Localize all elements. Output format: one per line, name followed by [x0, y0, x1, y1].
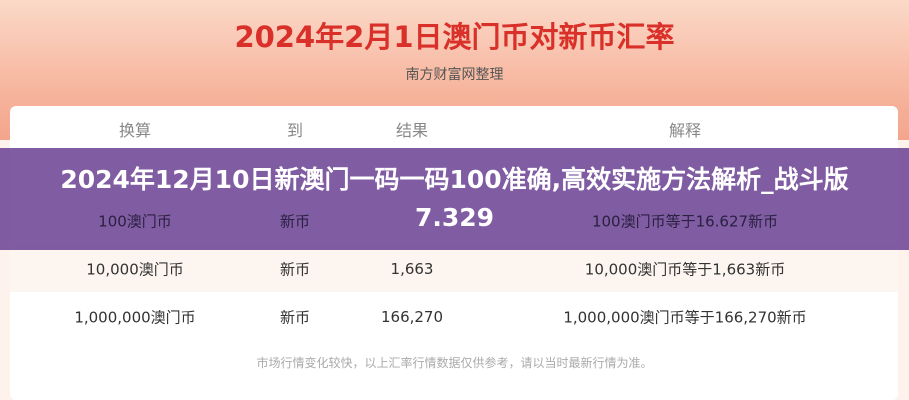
image-subtitle: 南方财富网整理: [405, 67, 504, 83]
cell: 100澳门币: [98, 212, 172, 231]
table-row: 1,000,000澳门币 新币 166,270 1,000,000澳门币等于16…: [10, 294, 898, 340]
column-header: 换算: [118, 121, 152, 140]
table-header: 换算 到 结果 解释: [10, 106, 898, 152]
image-title: 2024年2月1日澳门币对新币汇率: [234, 20, 675, 54]
cell: 10,000澳门币: [86, 260, 184, 279]
cell: 1,000,000澳门币等于166,270新币: [563, 308, 807, 327]
column-header: 到: [286, 121, 304, 140]
cell: 新币: [279, 212, 311, 231]
overlay-title: 2024年12月10日新澳门一码一码100准确,高效实施方法解析_战斗版7.32…: [60, 165, 849, 232]
cell: 1,663: [390, 260, 434, 278]
title-overlay: 2024年12月10日新澳门一码一码100准确,高效实施方法解析_战斗版7.32…: [0, 148, 909, 250]
column-header: 解释: [668, 121, 702, 140]
cell: 166,270: [380, 308, 444, 326]
cell: 10,000澳门币等于1,663新币: [584, 260, 786, 279]
cell: 新币: [279, 308, 311, 327]
table-row: 100澳门币 新币 100澳门币等于16.627新币: [10, 198, 898, 244]
table-row: 10,000澳门币 新币 1,663 10,000澳门币等于1,663新币: [10, 246, 898, 292]
cell: 1,000,000澳门币: [74, 308, 196, 327]
disclaimer: 市场行情变化较快，以上汇率行情数据仅供参考，请以当时最新行情为准。: [256, 356, 653, 370]
cell: 100澳门币等于16.627新币: [591, 212, 779, 231]
column-header: 结果: [395, 121, 429, 140]
cell: 新币: [279, 260, 311, 279]
